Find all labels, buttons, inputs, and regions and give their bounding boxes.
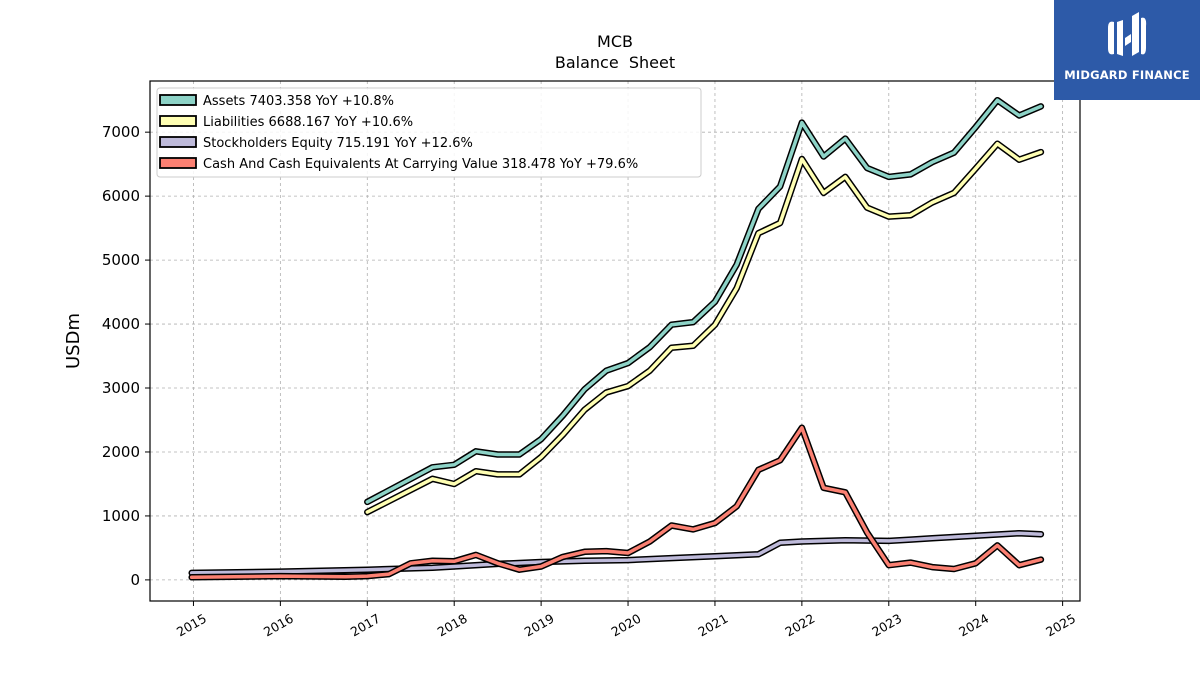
plot-frame: [149, 80, 1081, 602]
series-core: [189, 425, 1043, 580]
series-lines: [188, 96, 1045, 581]
legend-label: Stockholders Equity 715.191 YoY +12.6%: [203, 136, 473, 151]
series-core: [365, 141, 1043, 514]
legend-label: Liabilities 6688.167 YoY +10.6%: [203, 115, 413, 130]
legend: Assets 7403.358 YoY +10.8% Liabilities 66…: [156, 87, 702, 178]
x-tick-label: 2025: [1043, 611, 1078, 640]
legend-swatch: [159, 115, 197, 127]
y-tick-label: 6000: [102, 187, 140, 205]
legend-swatch: [159, 157, 197, 169]
legend-box: [156, 87, 702, 178]
series-core: [189, 531, 1043, 575]
legend-label: Assets 7403.358 YoY +10.8%: [203, 94, 394, 109]
y-tick-label: 4000: [102, 315, 140, 333]
chart-title: MCB: [597, 32, 633, 51]
y-tick-label: 3000: [102, 379, 140, 397]
x-tick-label: 2015: [174, 611, 209, 640]
y-axis-label: USDm: [63, 313, 84, 369]
x-tick-label: 2023: [869, 611, 904, 640]
x-tick-label: 2016: [261, 611, 296, 640]
legend-swatch: [159, 136, 197, 148]
y-tick-label: 5000: [102, 251, 140, 269]
series-line-2: [364, 140, 1045, 516]
legend-label: Cash And Cash Equivalents At Carrying Va…: [203, 157, 638, 172]
y-tick-label: 1000: [102, 507, 140, 525]
legend-swatch: [159, 94, 197, 106]
x-tick-label: 2017: [348, 611, 383, 640]
y-tick-label: 2000: [102, 443, 140, 461]
x-tick-label: 2019: [522, 611, 557, 640]
midgard-logo-icon: [1108, 12, 1147, 56]
series-line-3: [188, 529, 1045, 577]
series-line-4: [188, 424, 1045, 581]
x-tick-label: 2024: [956, 611, 991, 640]
series-line-1: [364, 96, 1045, 506]
brand-name: MIDGARD FINANCE: [1064, 68, 1190, 82]
x-tick-label: 2018: [435, 611, 470, 640]
y-tick-label: 7000: [102, 123, 140, 141]
x-tick-label: 2021: [695, 611, 730, 640]
chart-subtitle: Balance Sheet: [555, 53, 675, 72]
x-tick-label: 2020: [608, 611, 643, 640]
brand-logo: MIDGARD FINANCE: [1054, 0, 1200, 100]
series-core: [365, 98, 1043, 504]
x-tick-label: 2022: [782, 611, 817, 640]
series-outline: [188, 424, 1045, 581]
y-tick-label: 0: [130, 571, 140, 589]
